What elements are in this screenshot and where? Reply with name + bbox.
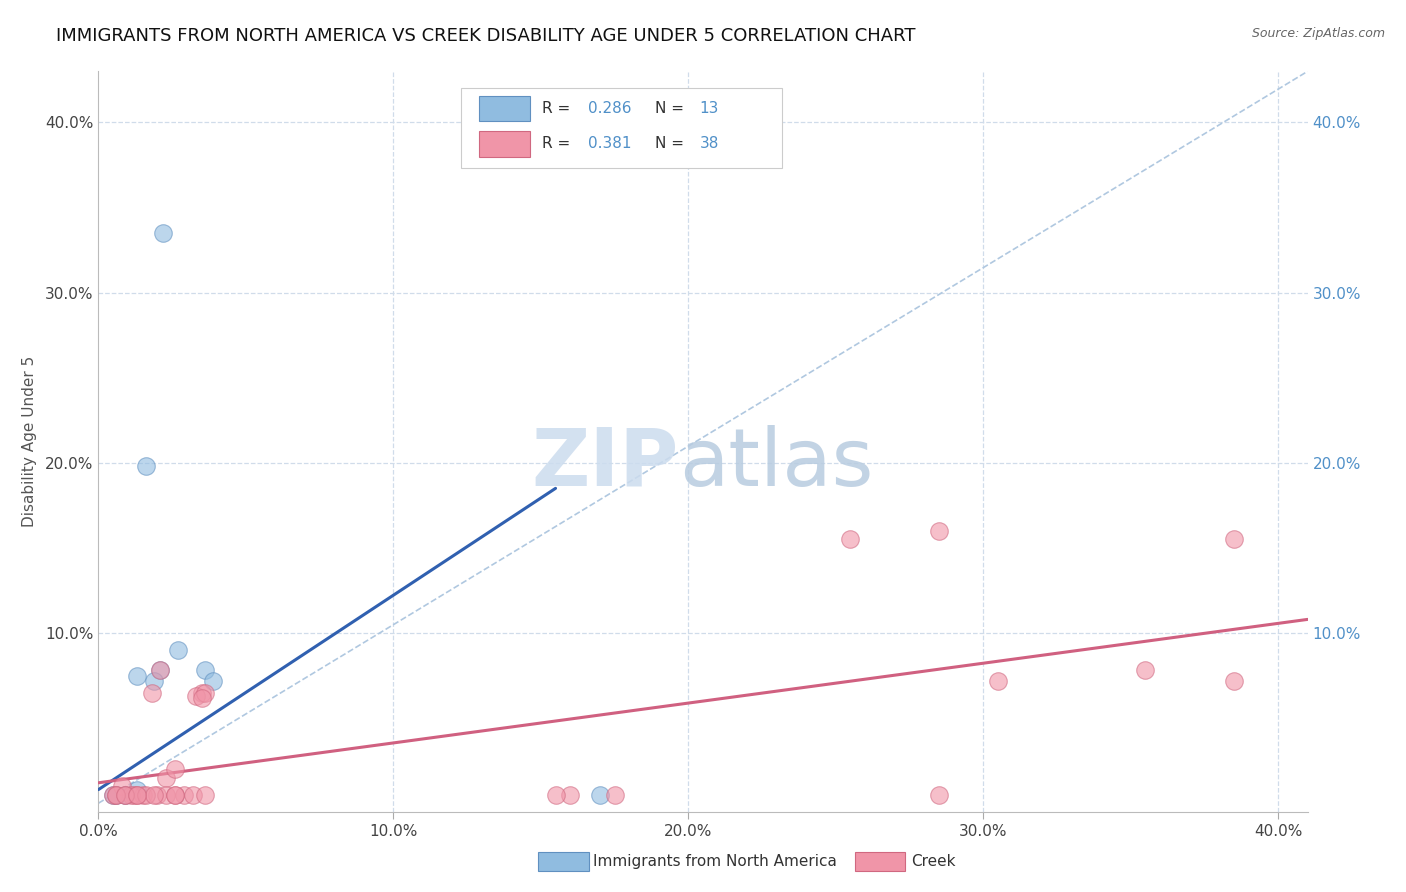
Point	[114, 788, 136, 802]
Point	[105, 788, 128, 802]
Point	[143, 788, 166, 802]
Point	[143, 673, 166, 688]
Point	[190, 685, 212, 699]
Text: atlas: atlas	[679, 425, 873, 503]
Point	[1223, 673, 1246, 688]
Point	[544, 788, 567, 802]
Point	[165, 762, 187, 776]
Point	[603, 788, 626, 802]
Text: N =: N =	[655, 101, 689, 116]
Point	[194, 664, 217, 678]
FancyBboxPatch shape	[479, 131, 530, 156]
Point	[190, 690, 212, 705]
FancyBboxPatch shape	[479, 95, 530, 121]
Point	[167, 643, 190, 657]
Text: Immigrants from North America: Immigrants from North America	[593, 855, 837, 869]
Text: 0.381: 0.381	[588, 136, 631, 152]
Point	[149, 664, 172, 678]
Point	[155, 771, 177, 785]
Point	[928, 524, 950, 538]
Point	[152, 226, 174, 240]
Text: R =: R =	[543, 136, 575, 152]
Point	[105, 788, 128, 802]
Text: Source: ZipAtlas.com: Source: ZipAtlas.com	[1251, 27, 1385, 40]
Point	[987, 673, 1010, 688]
Text: ZIP: ZIP	[531, 425, 679, 503]
Point	[181, 788, 204, 802]
Point	[560, 788, 582, 802]
Point	[120, 788, 142, 802]
Point	[146, 788, 169, 802]
Point	[135, 788, 157, 802]
Point	[184, 689, 207, 703]
Point	[101, 788, 124, 802]
Text: Creek: Creek	[911, 855, 956, 869]
Point	[122, 788, 145, 802]
Point	[149, 664, 172, 678]
Text: 0.286: 0.286	[588, 101, 631, 116]
Y-axis label: Disability Age Under 5: Disability Age Under 5	[21, 356, 37, 527]
Point	[101, 788, 124, 802]
Text: 13: 13	[699, 101, 718, 116]
Point	[111, 779, 134, 793]
Text: 38: 38	[699, 136, 718, 152]
Point	[125, 782, 148, 797]
FancyBboxPatch shape	[461, 87, 782, 168]
Point	[194, 788, 217, 802]
Point	[173, 788, 195, 802]
Point	[135, 459, 157, 474]
Point	[1223, 533, 1246, 547]
Point	[125, 668, 148, 682]
Point	[839, 533, 862, 547]
Point	[125, 788, 148, 802]
Point	[1135, 664, 1157, 678]
Point	[141, 685, 163, 699]
Point	[589, 788, 612, 802]
Text: R =: R =	[543, 101, 575, 116]
Point	[165, 788, 187, 802]
Point	[928, 788, 950, 802]
Text: N =: N =	[655, 136, 689, 152]
Point	[165, 788, 187, 802]
Point	[202, 673, 225, 688]
Point	[125, 788, 148, 802]
Point	[114, 788, 136, 802]
Text: IMMIGRANTS FROM NORTH AMERICA VS CREEK DISABILITY AGE UNDER 5 CORRELATION CHART: IMMIGRANTS FROM NORTH AMERICA VS CREEK D…	[56, 27, 915, 45]
Point	[194, 685, 217, 699]
Point	[114, 788, 136, 802]
Point	[105, 788, 128, 802]
Point	[131, 788, 153, 802]
Point	[155, 788, 177, 802]
